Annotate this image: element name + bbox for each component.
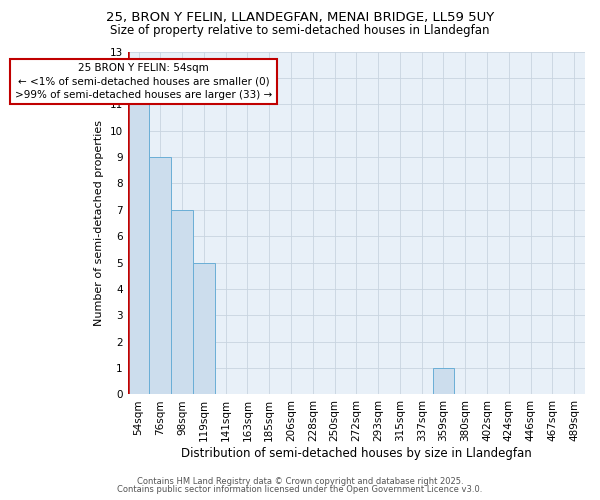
Text: 25 BRON Y FELIN: 54sqm
← <1% of semi-detached houses are smaller (0)
>99% of sem: 25 BRON Y FELIN: 54sqm ← <1% of semi-det… xyxy=(15,64,272,100)
Text: Contains HM Land Registry data © Crown copyright and database right 2025.: Contains HM Land Registry data © Crown c… xyxy=(137,477,463,486)
Bar xyxy=(128,104,149,395)
Text: Contains public sector information licensed under the Open Government Licence v3: Contains public sector information licen… xyxy=(118,485,482,494)
Text: Size of property relative to semi-detached houses in Llandegfan: Size of property relative to semi-detach… xyxy=(110,24,490,37)
Bar xyxy=(433,368,454,394)
Bar xyxy=(171,210,193,394)
Y-axis label: Number of semi-detached properties: Number of semi-detached properties xyxy=(94,120,104,326)
X-axis label: Distribution of semi-detached houses by size in Llandegfan: Distribution of semi-detached houses by … xyxy=(181,447,532,460)
Bar xyxy=(149,157,171,394)
Bar xyxy=(193,262,215,394)
Text: 25, BRON Y FELIN, LLANDEGFAN, MENAI BRIDGE, LL59 5UY: 25, BRON Y FELIN, LLANDEGFAN, MENAI BRID… xyxy=(106,11,494,24)
